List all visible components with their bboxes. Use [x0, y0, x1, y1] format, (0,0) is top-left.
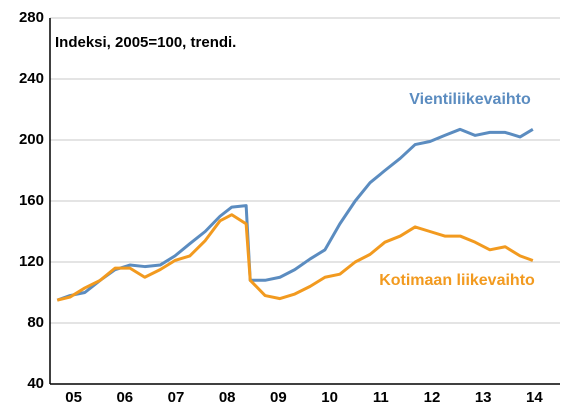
y-tick-label: 120 [19, 253, 44, 270]
y-tick-label: 40 [27, 375, 44, 392]
y-tick-label: 160 [19, 192, 44, 209]
x-tick-label: 08 [219, 389, 236, 406]
y-tick-label: 280 [19, 9, 44, 26]
y-tick-label: 240 [19, 70, 44, 87]
legend-label: Kotimaan liikevaihto [379, 272, 535, 289]
x-tick-label: 06 [116, 389, 133, 406]
series-line [56, 213, 534, 302]
x-tick-label: 10 [321, 389, 338, 406]
y-tick-label: 200 [19, 131, 44, 148]
x-tick-label: 13 [475, 389, 492, 406]
legend-label: Vientiliikevaihto [409, 91, 531, 108]
chart-title: Indeksi, 2005=100, trendi. [55, 34, 236, 51]
x-tick-label: 14 [526, 389, 543, 406]
series-line [56, 127, 534, 302]
x-tick-label: 05 [65, 389, 82, 406]
x-tick-label: 11 [373, 389, 389, 406]
x-tick-label: 12 [424, 389, 441, 406]
y-tick-label: 80 [27, 314, 44, 331]
x-tick-label: 07 [168, 389, 185, 406]
x-tick-label: 09 [270, 389, 287, 406]
